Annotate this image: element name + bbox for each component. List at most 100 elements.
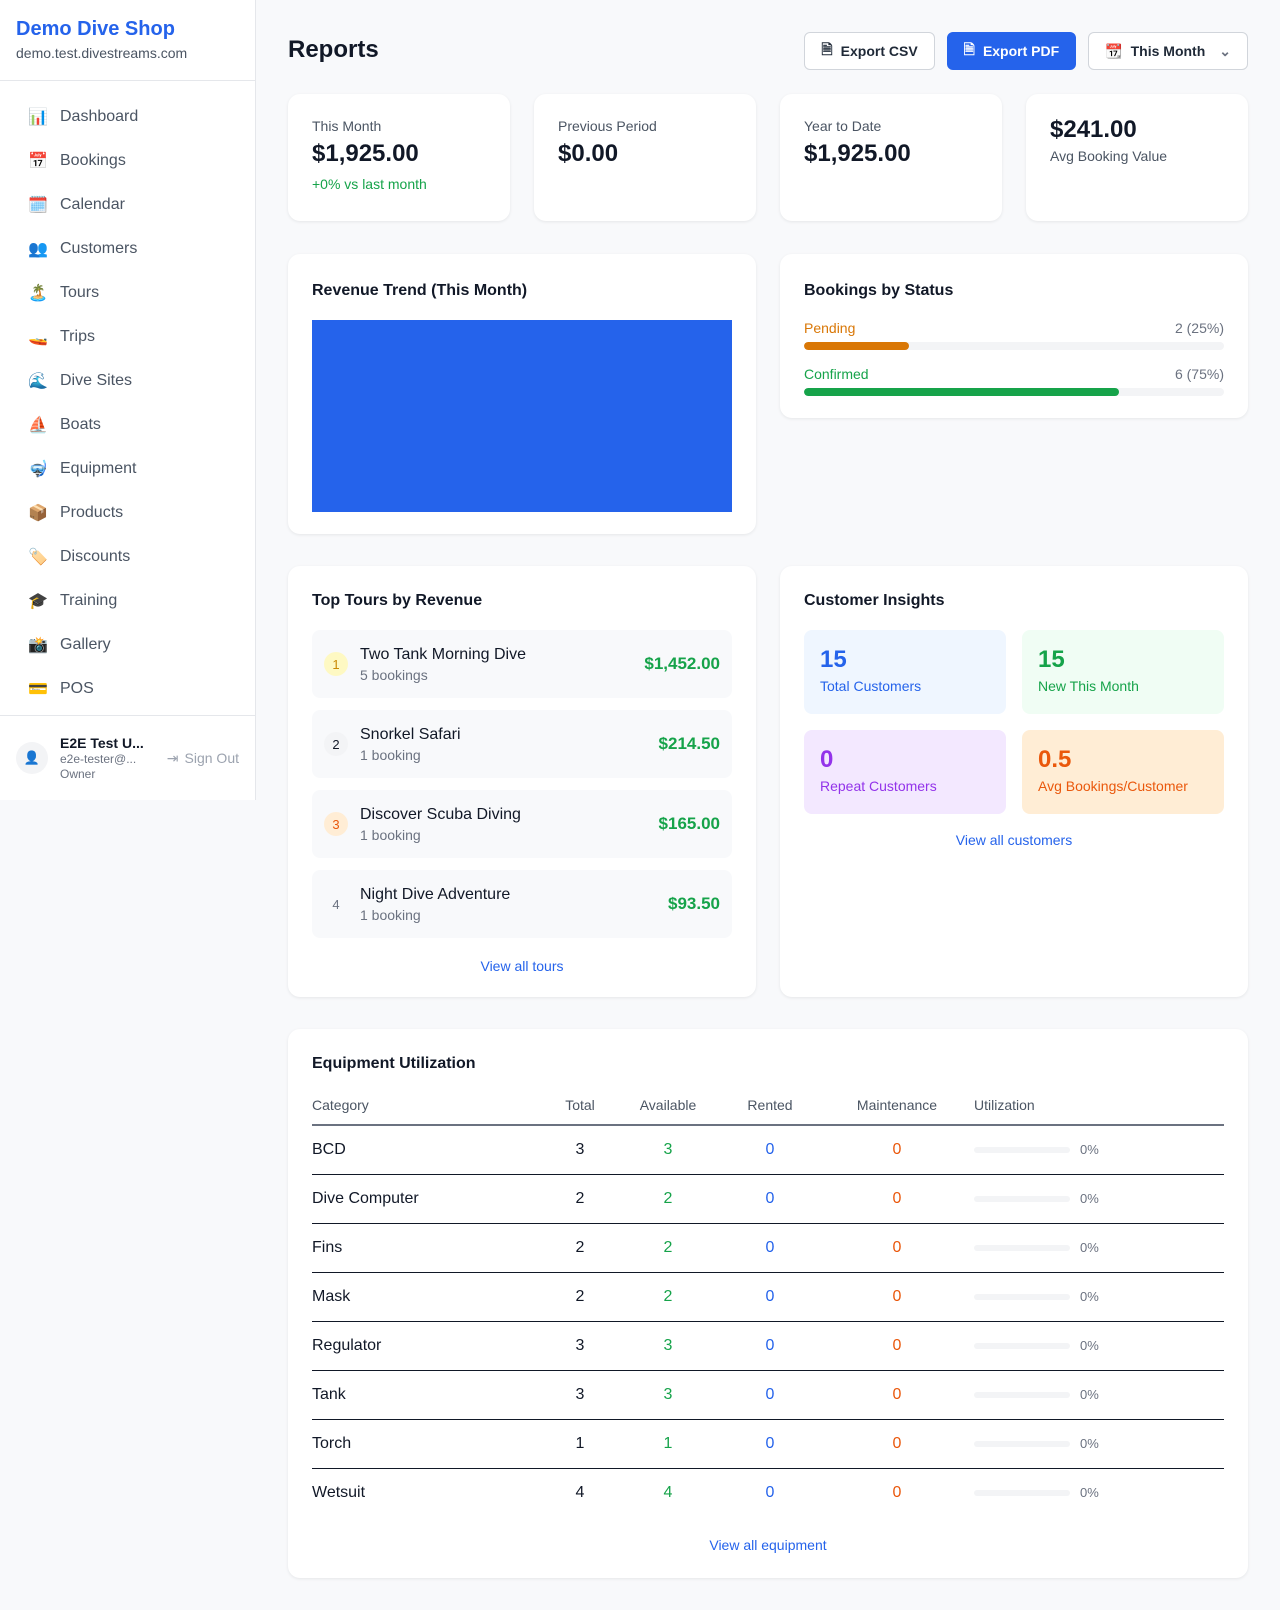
sign-out-button[interactable]: ⇥ Sign Out <box>167 750 239 767</box>
revenue-chart-bar <box>312 320 732 512</box>
total-cell: 3 <box>544 1370 616 1420</box>
tour-item[interactable]: 1 Two Tank Morning Dive 5 bookings $1,452.0… <box>312 630 732 698</box>
available-cell: 2 <box>616 1272 720 1322</box>
utilization-bar <box>974 1489 1070 1496</box>
dive-sites-icon: 🌊 <box>28 373 48 390</box>
status-row: Confirmed 6 (75%) <box>804 366 1224 382</box>
period-select[interactable]: 📆 This Month ⌄ <box>1088 32 1248 70</box>
utilization-bar <box>974 1146 1070 1153</box>
utilization-value: 0% <box>1080 1485 1099 1501</box>
sidebar-item-boats[interactable]: ⛵ Boats <box>0 403 255 447</box>
rented-cell: 0 <box>765 1483 775 1501</box>
status-label: Pending <box>804 320 856 336</box>
sidebar-nav: 📊 Dashboard 📅 Bookings 🗓️ Calendar 👥 Customers 🏝… <box>0 81 255 711</box>
sidebar-item-equipment[interactable]: 🤿 Equipment <box>0 447 255 491</box>
status-bar-track <box>804 388 1224 396</box>
available-cell: 2 <box>616 1174 720 1224</box>
export-pdf-label: Export PDF <box>982 43 1060 59</box>
insight-value: 0 <box>820 746 834 773</box>
insight-label: New This Month <box>1038 678 1139 694</box>
stat-value: $241.00 <box>1050 116 1137 143</box>
table-row: Wetsuit 4 4 0 0 0% <box>312 1468 1224 1517</box>
tour-item[interactable]: 3 Discover Scuba Diving 1 booking $165.00 <box>312 790 732 858</box>
table-row: Tank 3 3 0 0 0% <box>312 1370 1224 1420</box>
status-label: Confirmed <box>804 366 869 382</box>
sidebar-item-tours[interactable]: 🏝️ Tours <box>0 271 255 315</box>
utilization-bar <box>974 1391 1070 1398</box>
tour-revenue: $165.00 <box>658 814 720 833</box>
stat-label: Previous Period <box>558 118 657 134</box>
table-row: Dive Computer 2 2 0 0 0% <box>312 1174 1224 1224</box>
sidebar-item-trips[interactable]: 🚤 Trips <box>0 315 255 359</box>
view-all-equipment-link[interactable]: View all equipment <box>709 1537 827 1553</box>
status-bar-fill <box>804 342 909 350</box>
sidebar-item-label: Trips <box>60 328 95 345</box>
stat-value: $1,925.00 <box>804 140 911 167</box>
shop-name: Demo Dive Shop <box>16 18 175 40</box>
sidebar-item-products[interactable]: 📦 Products <box>0 491 255 535</box>
sidebar-item-customers[interactable]: 👥 Customers <box>0 227 255 271</box>
trips-icon: 🚤 <box>28 329 48 346</box>
tour-item[interactable]: 4 Night Dive Adventure 1 booking $93.50 <box>312 870 732 938</box>
utilization-bar <box>974 1440 1070 1447</box>
column-header: Maintenance <box>820 1085 974 1126</box>
sidebar-item-discounts[interactable]: 🏷️ Discounts <box>0 535 255 579</box>
tour-revenue: $1,452.00 <box>644 654 720 673</box>
file-download-icon: 🗎 <box>821 41 833 57</box>
insight-label: Total Customers <box>820 678 922 694</box>
maintenance-cell: 0 <box>820 1125 974 1175</box>
sidebar-item-dive-sites[interactable]: 🌊 Dive Sites <box>0 359 255 403</box>
maintenance-cell: 0 <box>820 1272 974 1322</box>
category-cell: Tank <box>312 1370 544 1420</box>
page-title: Reports <box>288 36 379 63</box>
file-download-icon: 🗎 <box>963 41 975 57</box>
shop-domain: demo.test.divestreams.com <box>16 45 188 61</box>
sidebar-item-label: Dashboard <box>60 108 139 125</box>
export-csv-button[interactable]: 🗎 Export CSV <box>804 32 935 70</box>
utilization-value: 0% <box>1080 1338 1099 1353</box>
sidebar-item-label: Tours <box>60 284 100 301</box>
sidebar-item-label: Gallery <box>60 636 111 653</box>
utilization-cell: 0% <box>974 1419 1224 1469</box>
pos-icon: 💳 <box>28 681 48 698</box>
calendar-icon: 🗓️ <box>28 197 48 214</box>
sidebar-item-label: Boats <box>60 416 101 433</box>
stat-label: This Month <box>312 118 382 134</box>
sidebar-item-calendar[interactable]: 🗓️ Calendar <box>0 183 255 227</box>
column-header: Available <box>616 1085 720 1126</box>
sidebar-item-bookings[interactable]: 📅 Bookings <box>0 139 255 183</box>
status-row: Pending 2 (25%) <box>804 320 1224 336</box>
equipment-table: Category Total Available Rented Maintenance U… <box>312 1085 1224 1517</box>
stat-card: This Month $1,925.00 +0% vs last month <box>288 94 510 221</box>
utilization-value: 0% <box>1080 1289 1099 1304</box>
table-row: Mask 2 2 0 0 0% <box>312 1272 1224 1322</box>
utilization-value: 0% <box>1080 1436 1099 1451</box>
insight-label: Repeat Customers <box>820 778 937 794</box>
sidebar-item-pos[interactable]: 💳 POS <box>0 667 255 711</box>
top-tours-title: Top Tours by Revenue <box>312 592 483 609</box>
utilization-cell: 0% <box>974 1174 1224 1224</box>
sidebar-item-label: Equipment <box>60 460 137 477</box>
sidebar-item-training[interactable]: 🎓 Training <box>0 579 255 623</box>
sidebar-item-label: Customers <box>60 240 138 257</box>
period-label: This Month <box>1130 43 1206 59</box>
tour-bookings: 1 booking <box>360 906 421 923</box>
available-cell: 4 <box>663 1483 673 1501</box>
tour-item[interactable]: 2 Snorkel Safari 1 booking $214.50 <box>312 710 732 778</box>
gallery-icon: 📸 <box>28 637 48 654</box>
bookings-status-title: Bookings by Status <box>804 282 954 299</box>
status-count: 6 (75%) <box>1174 366 1224 382</box>
export-pdf-button[interactable]: 🗎 Export PDF <box>946 32 1077 70</box>
utilization-value: 0% <box>1080 1240 1099 1255</box>
column-header: Utilization <box>974 1085 1224 1126</box>
sidebar-item-dashboard[interactable]: 📊 Dashboard <box>0 95 255 139</box>
view-all-tours-link[interactable]: View all tours <box>480 958 564 974</box>
rented-cell: 0 <box>720 1419 820 1469</box>
calendar-icon: 📆 <box>1105 42 1123 59</box>
sidebar-item-gallery[interactable]: 📸 Gallery <box>0 623 255 667</box>
equipment-icon: 🤿 <box>28 461 48 478</box>
maintenance-cell: 0 <box>820 1370 974 1420</box>
view-all-customers-link[interactable]: View all customers <box>955 832 1073 848</box>
tour-rank: 1 <box>324 652 348 676</box>
sign-out-icon: ⇥ <box>166 749 179 766</box>
